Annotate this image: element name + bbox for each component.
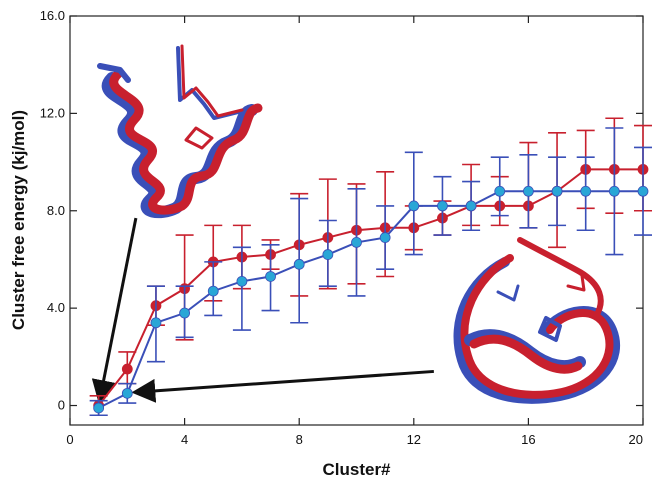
- series-2: [89, 127, 652, 417]
- annotation-arrow: [91, 217, 138, 405]
- data-point: [551, 185, 563, 197]
- error-bar: [232, 246, 251, 331]
- x-tick-label: 20: [629, 432, 643, 447]
- data-point: [351, 237, 362, 248]
- data-series: [89, 117, 652, 417]
- data-point: [494, 185, 506, 197]
- data-point: [121, 363, 133, 375]
- y-tick-label: 8.0: [47, 203, 65, 218]
- data-point: [121, 387, 133, 399]
- data-point: [523, 185, 534, 197]
- data-point: [293, 258, 305, 270]
- data-point: [637, 185, 649, 197]
- y-tick-label: 16.0: [40, 8, 65, 23]
- annotation-arrows: [91, 217, 434, 405]
- protein-structure-inset-upper-left: [97, 44, 263, 219]
- x-axis-title: Cluster#: [322, 460, 391, 479]
- x-tick-label: 0: [66, 432, 73, 447]
- data-point: [465, 200, 477, 212]
- y-axis-ticks: 0 4.0 8.0 12.0 16.0: [40, 8, 643, 413]
- data-point: [207, 285, 219, 297]
- y-tick-label: 0: [58, 398, 65, 413]
- data-point: [322, 249, 334, 260]
- data-point: [580, 185, 592, 197]
- data-point: [408, 200, 420, 212]
- x-tick-label: 8: [296, 432, 303, 447]
- data-point: [265, 271, 276, 282]
- data-point: [93, 402, 105, 414]
- x-tick-label: 16: [521, 432, 535, 447]
- y-tick-label: 12.0: [40, 105, 65, 120]
- x-axis-ticks: 0 4 8 12 16 20: [66, 16, 644, 447]
- data-point: [150, 317, 162, 329]
- protein-structure-inset-lower-right: [453, 237, 621, 404]
- data-point: [179, 307, 191, 319]
- data-point: [608, 185, 620, 197]
- y-tick-label: 4.0: [47, 300, 65, 315]
- data-point: [379, 232, 391, 243]
- data-point: [437, 200, 448, 212]
- x-tick-label: 4: [181, 432, 188, 447]
- data-point: [236, 275, 248, 287]
- x-tick-label: 12: [407, 432, 421, 447]
- y-axis-title: Cluster free energy (kj/mol): [9, 110, 28, 330]
- annotation-arrow: [131, 369, 434, 403]
